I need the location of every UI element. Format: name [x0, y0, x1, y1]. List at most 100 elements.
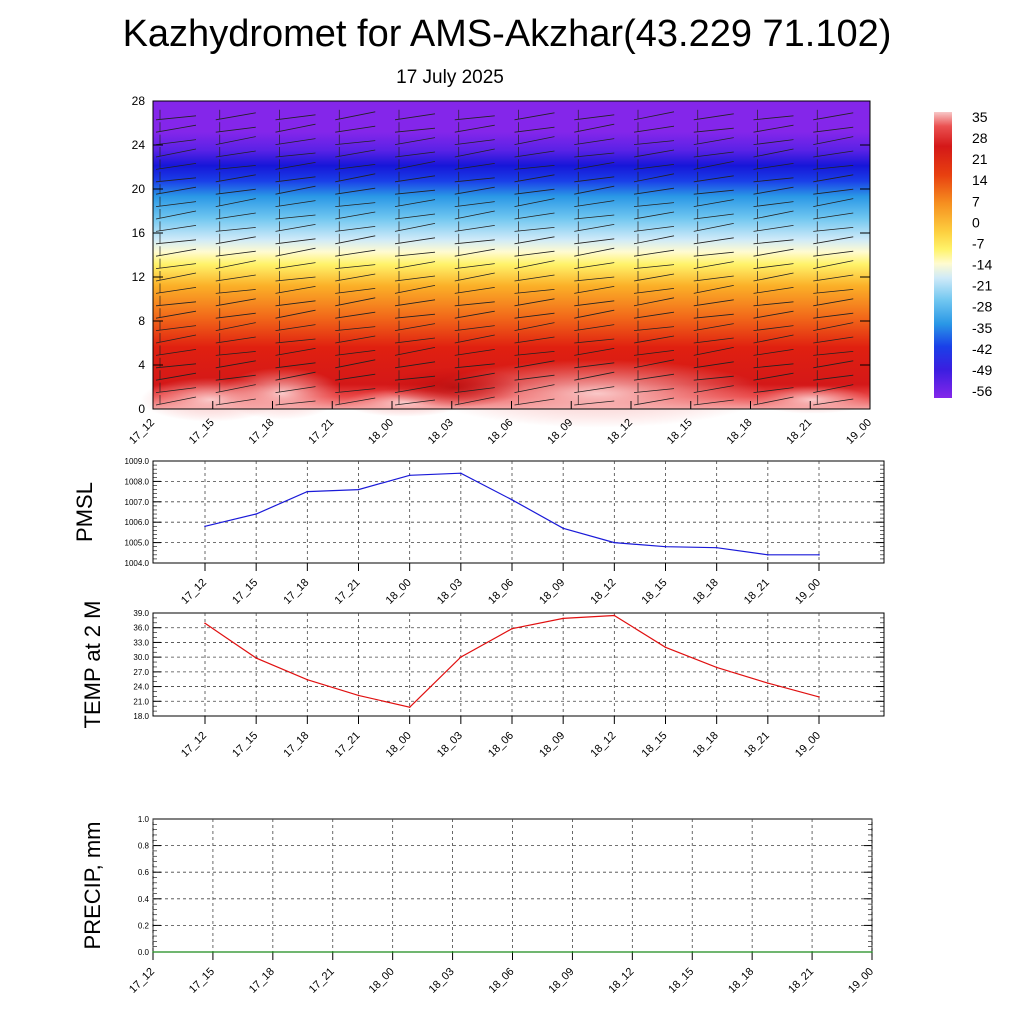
- wind-barb: [155, 239, 197, 245]
- colorbar-label: 14: [972, 172, 988, 188]
- wind-barb: [335, 326, 376, 331]
- wind-barb: [335, 140, 376, 145]
- y-tick-label: 30.0: [133, 653, 149, 662]
- data-point: [811, 951, 813, 953]
- wind-barb: [574, 338, 615, 344]
- wind-barb: [574, 185, 615, 195]
- wind-barb: [215, 360, 256, 369]
- wind-barb: [574, 162, 615, 170]
- data-point: [871, 951, 873, 953]
- data-point: [631, 951, 634, 953]
- wind-barb: [275, 400, 316, 406]
- wind-barb: [633, 111, 675, 121]
- data-point: [408, 706, 411, 708]
- wind-barb: [275, 114, 316, 121]
- wind-barb: [454, 325, 495, 331]
- data-point: [204, 622, 206, 625]
- wind-barb: [394, 361, 436, 369]
- wind-barb: [454, 248, 495, 257]
- wind-barb: [454, 334, 495, 344]
- y-tick-label: 12: [132, 270, 146, 284]
- wind-barb: [693, 313, 734, 319]
- wind-barb: [454, 272, 495, 282]
- data-point: [511, 951, 514, 953]
- wind-barb: [275, 176, 316, 183]
- wind-barb: [155, 225, 197, 232]
- x-tick-label: 18_15: [640, 730, 670, 760]
- data-point: [408, 474, 411, 477]
- wind-barb: [753, 225, 794, 232]
- y-tick-label: 1008.0: [125, 477, 150, 486]
- wind-barb: [275, 224, 316, 232]
- data-point: [818, 696, 820, 698]
- x-tick-label: 18_00: [367, 966, 397, 996]
- wind-barb: [514, 298, 555, 307]
- y-tick-label: 0.2: [138, 921, 150, 930]
- wind-barb: [813, 298, 854, 307]
- wind-barb: [813, 112, 854, 121]
- wind-barb: [753, 387, 794, 393]
- wind-barb: [275, 214, 316, 220]
- x-tick-label: 18_18: [691, 730, 721, 760]
- wind-barb: [514, 351, 555, 356]
- wind-barb: [813, 236, 854, 245]
- wind-barb: [753, 115, 794, 121]
- wind-barb: [693, 161, 734, 170]
- wind-barb: [633, 202, 675, 207]
- x-tick-label: 18_21: [742, 577, 772, 607]
- wind-barb: [633, 297, 675, 307]
- wind-barb: [514, 188, 555, 195]
- wind-barb: [215, 322, 256, 331]
- data-point: [391, 951, 394, 953]
- x-tick-label: 17_12: [127, 417, 157, 447]
- wind-barb: [394, 399, 436, 406]
- wind-barb: [275, 348, 316, 356]
- y-tick-label: 1.0: [138, 815, 150, 824]
- data-point: [664, 545, 667, 548]
- wind-barb: [693, 127, 734, 133]
- wind-barb: [813, 150, 854, 158]
- wind-barb: [753, 163, 794, 170]
- y-tick-label: 18.0: [133, 712, 149, 721]
- warm-core-area: [384, 367, 525, 408]
- wind-barb: [753, 139, 794, 145]
- colorbar-label: -14: [972, 257, 992, 273]
- wind-barb: [394, 323, 436, 331]
- data-point: [306, 490, 309, 493]
- data-point: [562, 617, 564, 620]
- data-point: [460, 656, 462, 658]
- wind-barb: [514, 150, 555, 158]
- x-tick-label: 17_12: [179, 730, 209, 760]
- wind-barb: [335, 226, 376, 232]
- wind-barb: [215, 374, 256, 381]
- x-tick-label: 17_12: [127, 966, 157, 996]
- wind-barb: [813, 174, 854, 183]
- colorbar-label: 28: [972, 130, 988, 146]
- wind-barb: [753, 349, 794, 356]
- wind-barb: [813, 384, 854, 393]
- wind-barb: [693, 137, 734, 145]
- wind-barb: [514, 274, 555, 282]
- wind-barb: [813, 398, 854, 406]
- wind-barb: [813, 289, 854, 294]
- wind-barb: [633, 264, 675, 269]
- x-tick-label: 17_21: [333, 730, 363, 760]
- wind-barb: [454, 177, 495, 183]
- wind-barb: [215, 198, 256, 207]
- wind-barb: [454, 201, 495, 207]
- wind-barb: [394, 161, 436, 170]
- wind-barb: [514, 126, 555, 133]
- wind-barb: [155, 301, 197, 307]
- wind-barb: [454, 372, 495, 381]
- wind-barb: [454, 301, 495, 307]
- wind-barb: [155, 287, 197, 294]
- x-tick-label: 18_09: [537, 577, 567, 607]
- wind-barb: [753, 272, 794, 282]
- wind-barb: [693, 299, 734, 307]
- wind-barb: [813, 250, 854, 257]
- wind-barb: [335, 288, 376, 294]
- wind-barb: [514, 336, 555, 344]
- wind-barb: [813, 212, 854, 220]
- wind-barb: [215, 136, 256, 145]
